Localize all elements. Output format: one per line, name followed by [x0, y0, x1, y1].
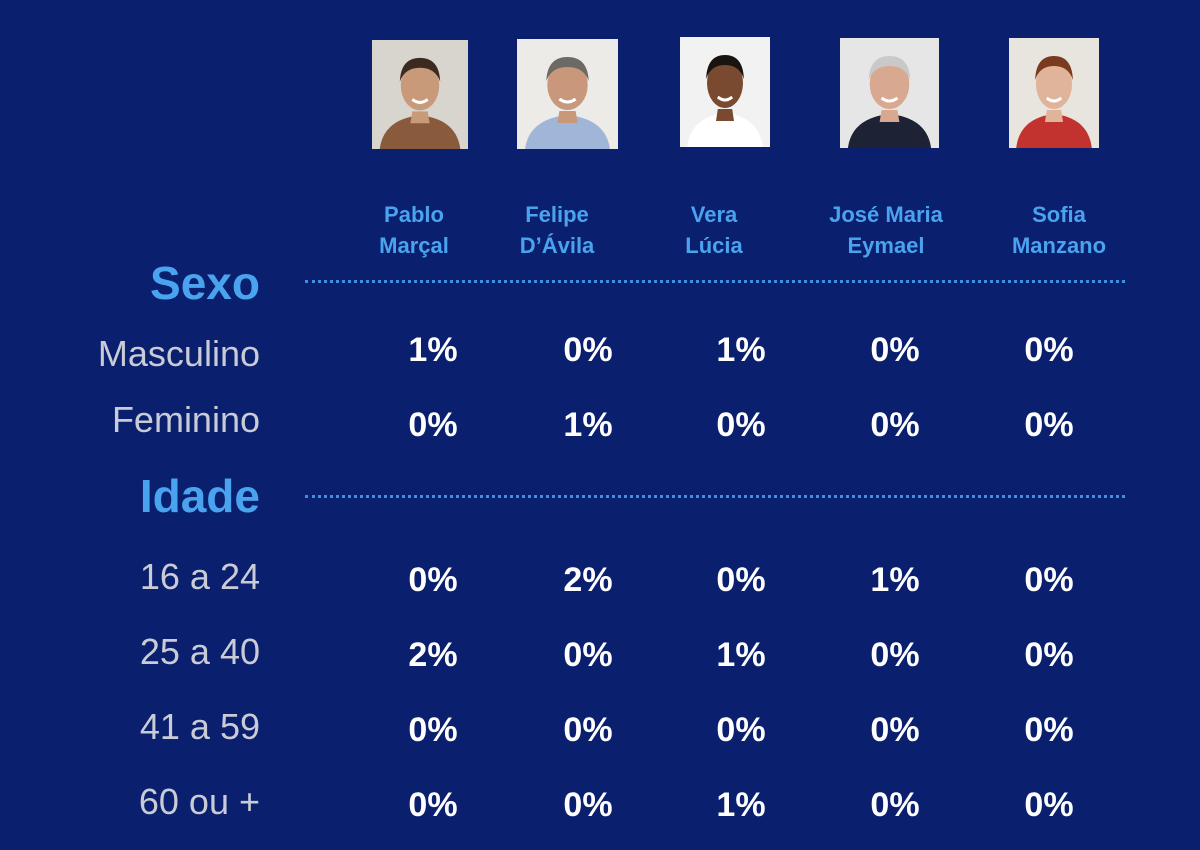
value-cell: 0% — [1024, 711, 1074, 749]
value-cell: 0% — [1024, 561, 1074, 599]
value-cell: 0% — [716, 406, 766, 444]
value-cell: 0% — [870, 711, 920, 749]
value-cell: 1% — [716, 636, 766, 674]
value-cell: 0% — [870, 786, 920, 824]
value-cell: 0% — [1024, 636, 1074, 674]
candidate-name-line1: José Maria — [829, 202, 943, 227]
value-cell: 2% — [563, 561, 613, 599]
section-divider — [305, 280, 1125, 283]
candidate-photo — [1009, 38, 1099, 148]
value-cell: 1% — [716, 331, 766, 369]
value-cell: 0% — [1024, 331, 1074, 369]
candidate-name: José Maria Eymael — [811, 199, 961, 261]
value-cell: 1% — [716, 786, 766, 824]
section-title: Idade — [139, 470, 260, 522]
value-cell: 0% — [716, 561, 766, 599]
candidate-name: Vera Lúcia — [639, 199, 789, 261]
candidate-name-line1: Sofia — [1032, 202, 1086, 227]
row-label: 25 a 40 — [139, 631, 260, 672]
value-cell: 0% — [563, 636, 613, 674]
value-cell: 1% — [563, 406, 613, 444]
candidate-name-line2: Marçal — [379, 233, 449, 258]
candidate-name-line2: Manzano — [1011, 233, 1107, 258]
value-cell: 2% — [408, 636, 458, 674]
candidate-name-line1: Vera — [690, 202, 738, 227]
candidate-name: Sofia Manzano — [984, 199, 1134, 261]
row-label: 60 ou + — [138, 781, 260, 822]
candidate-name-line1: Pablo — [384, 202, 444, 227]
row-label: Masculino — [97, 333, 260, 374]
candidate-name-line2: Eymael — [847, 233, 925, 258]
row-label: 16 a 24 — [139, 556, 260, 597]
value-cell: 0% — [563, 331, 613, 369]
candidate-photo — [680, 37, 770, 147]
row-label: 41 a 59 — [139, 706, 260, 747]
value-cell: 0% — [563, 711, 613, 749]
value-cell: 0% — [716, 711, 766, 749]
row-label: Feminino — [111, 399, 260, 440]
value-cell: 1% — [408, 331, 458, 369]
candidate-name-line2: D’Ávila — [519, 233, 595, 258]
value-cell: 0% — [1024, 406, 1074, 444]
value-cell: 0% — [870, 636, 920, 674]
value-cell: 1% — [870, 561, 920, 599]
value-cell: 0% — [408, 561, 458, 599]
value-cell: 0% — [870, 406, 920, 444]
value-cell: 0% — [1024, 786, 1074, 824]
section-title: Sexo — [150, 257, 260, 309]
section-divider — [305, 495, 1125, 498]
candidate-name-line2: Lúcia — [685, 233, 743, 258]
value-cell: 0% — [870, 331, 920, 369]
candidate-photo — [840, 38, 939, 148]
candidate-name-line1: Felipe — [525, 202, 589, 227]
candidate-photo — [517, 39, 618, 149]
value-cell: 0% — [408, 406, 458, 444]
value-cell: 0% — [408, 786, 458, 824]
candidate-name: Felipe D’Ávila — [482, 199, 632, 261]
value-cell: 0% — [408, 711, 458, 749]
value-cell: 0% — [563, 786, 613, 824]
candidate-name: Pablo Marçal — [339, 199, 489, 261]
candidate-photo — [372, 40, 468, 149]
